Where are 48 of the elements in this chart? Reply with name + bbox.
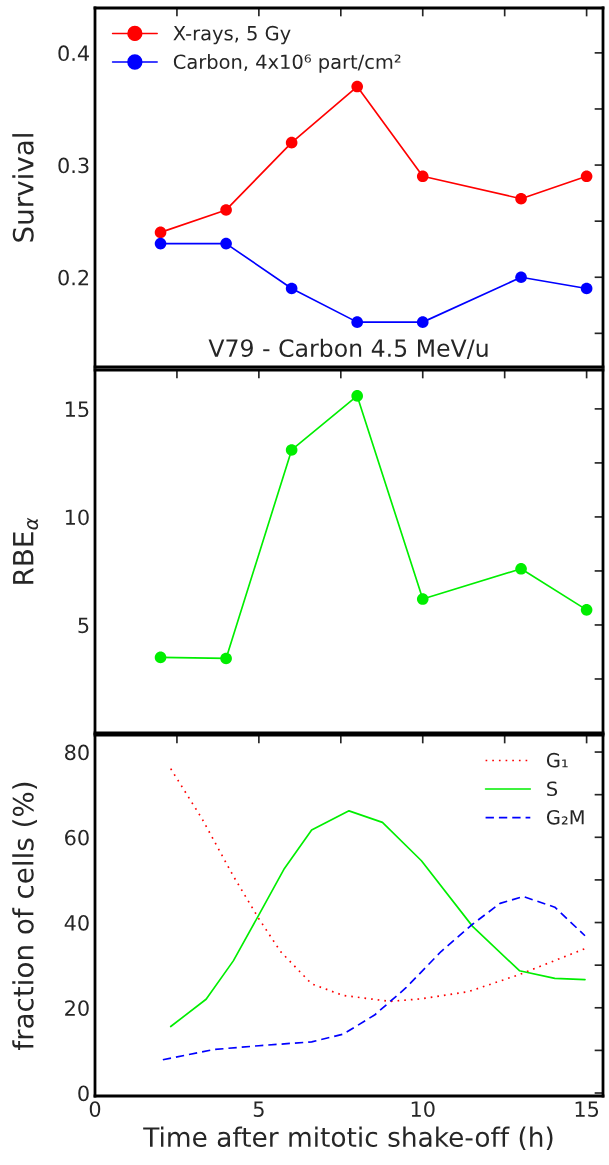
point [515,271,527,284]
point [351,390,363,402]
y-tick-label: 5 [78,617,89,634]
y-tick-label: 15 [65,401,89,418]
point [220,237,232,250]
line-series [162,895,586,1061]
y-tick-label: 10 [65,509,89,526]
x-tick-label: 0 [89,1101,101,1117]
y-tick-label: 60 [65,829,89,846]
y-tick-label: 80 [65,744,89,761]
point [285,444,298,456]
point [416,316,429,328]
point [416,170,429,183]
point [351,80,363,93]
y-tick-label: 0.2 [58,269,89,286]
point [154,226,167,239]
x-tick-label: 5 [253,1101,264,1117]
point [416,593,429,605]
line-series [169,810,586,1028]
legend-label: X-rays, 5 Gy [173,25,291,45]
y-tick-label: 0.3 [58,157,89,174]
text: V79 - Carbon 4.5 MeV/u [208,338,488,359]
y-axis-title: RBE$_{α}$ [13,517,39,584]
y-tick-label: 40 [64,914,89,931]
point [580,170,593,183]
point [154,237,167,250]
point [220,204,232,216]
legend-label: G₂M [546,809,584,825]
point [580,604,593,616]
point [580,282,593,295]
y-tick-label: 0.4 [58,45,89,62]
x-axis-title: Time after mitotic shake-off (h) [143,1126,553,1151]
point [220,652,232,665]
legend-label: Carbon, 4x10⁶ part/cm² [173,54,401,73]
x-tick-label: 10 [411,1101,435,1117]
point [515,562,527,575]
y-tick-label: 20 [65,1000,89,1016]
legend-label: S [547,781,558,797]
point [285,282,298,295]
legend-label: G₁ [546,752,568,768]
point [351,316,363,328]
point [515,192,527,205]
y-tick-label: 0 [78,1085,89,1102]
point [154,651,167,664]
y-axis-title: Survival [12,134,34,242]
x-tick-label: 15 [575,1101,599,1117]
y-axis-title: fraction of cells (%) [12,782,38,1051]
point [285,136,298,149]
